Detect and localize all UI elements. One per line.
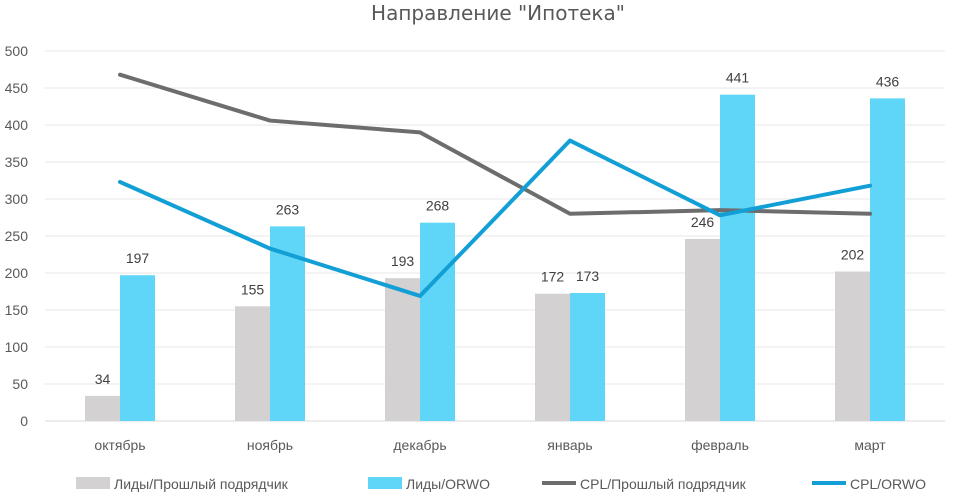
y-tick-label: 500 [5, 43, 29, 59]
chart-title: Направление "Ипотека" [371, 1, 625, 25]
bar [535, 293, 570, 421]
series-lines [118, 72, 872, 298]
y-tick-label: 50 [12, 376, 28, 392]
bar [570, 292, 605, 421]
data-label: 173 [576, 268, 600, 284]
bar [385, 278, 420, 421]
bar [870, 98, 905, 422]
bar [85, 395, 120, 421]
bar [720, 94, 755, 421]
x-tick-label: ноябрь [247, 437, 293, 453]
data-label: 268 [426, 198, 450, 214]
bars [85, 94, 905, 422]
legend-entry: Лиды/ORWO [406, 476, 490, 492]
y-tick-label: 400 [5, 117, 29, 133]
bar [835, 271, 870, 421]
legend-entry: Лиды/Прошлый подрядчик [114, 476, 289, 492]
data-label: 202 [841, 247, 865, 263]
series-line [118, 72, 872, 216]
y-tick-label: 350 [5, 154, 29, 170]
data-label: 246 [691, 214, 715, 230]
y-tick-label: 200 [5, 265, 29, 281]
x-axis: октябрь ноябрь декабрь январь февраль март [94, 437, 886, 453]
x-tick-label: октябрь [94, 437, 145, 453]
y-tick-label: 0 [20, 413, 28, 429]
y-axis: 0 50 100 150 200 250 300 350 400 450 500 [5, 43, 29, 429]
series-line [118, 138, 872, 298]
bar [235, 306, 270, 421]
y-tick-label: 450 [5, 80, 29, 96]
bar [685, 238, 720, 421]
data-label: 263 [276, 201, 300, 217]
y-tick-label: 250 [5, 228, 29, 244]
x-tick-label: март [854, 437, 886, 453]
gridlines [45, 50, 945, 422]
data-labels: 34 155 193 172 246 202 197 263 268 173 441 436 [95, 70, 900, 387]
y-tick-label: 100 [5, 339, 29, 355]
legend-swatch [76, 477, 110, 489]
y-tick-label: 300 [5, 191, 29, 207]
y-tick-label: 150 [5, 302, 29, 318]
bar [420, 222, 455, 421]
data-label: 441 [726, 70, 750, 86]
data-label: 155 [241, 281, 265, 297]
data-label: 193 [391, 253, 415, 269]
data-label: 172 [541, 269, 565, 285]
x-tick-label: январь [547, 437, 592, 453]
legend-swatch [368, 477, 402, 489]
bar [120, 275, 155, 421]
x-tick-label: декабрь [393, 437, 446, 453]
x-tick-label: февраль [691, 437, 749, 453]
data-label: 436 [876, 73, 900, 89]
data-label: 197 [126, 250, 150, 266]
data-label: 34 [95, 371, 111, 387]
legend-entry: CPL/ORWO [850, 476, 926, 492]
legend-entry: CPL/Прошлый подрядчик [580, 476, 747, 492]
legend: Лиды/Прошлый подрядчик Лиды/ORWO CPL/Прошл… [76, 476, 926, 492]
